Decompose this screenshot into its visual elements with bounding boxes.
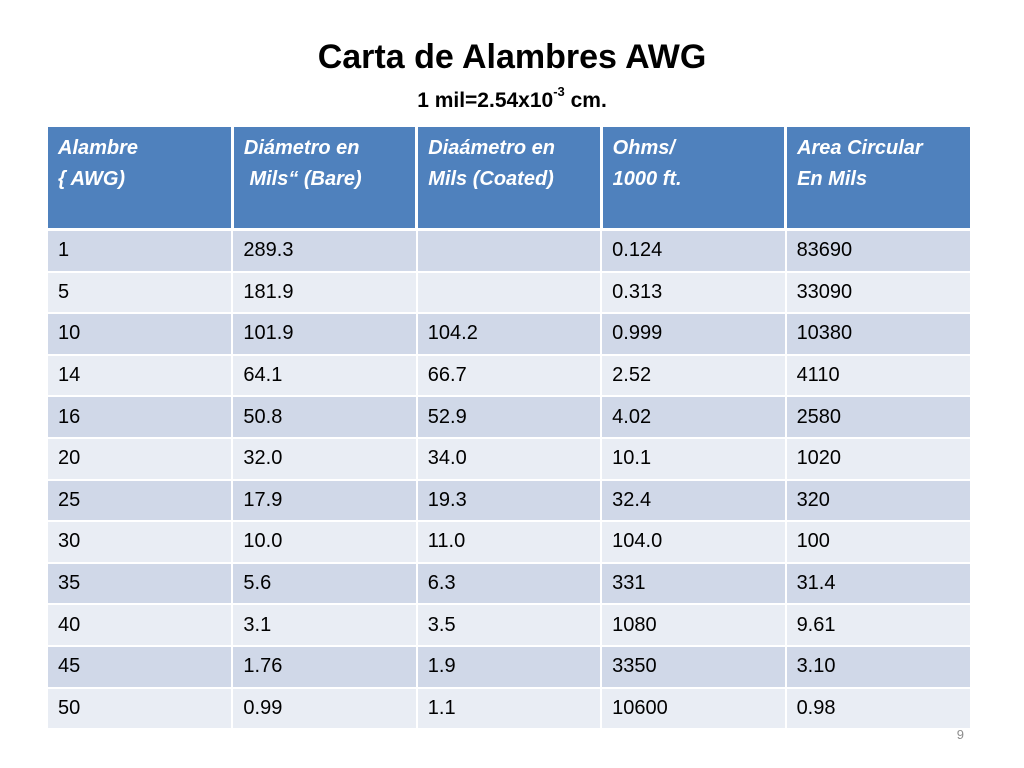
cell-awg: 20 <box>48 437 234 481</box>
cell-awg: 45 <box>48 645 234 689</box>
cell-area: 3.10 <box>785 645 970 689</box>
cell-diametro-bare: 5.6 <box>232 562 418 606</box>
cell-diametro-bare: 181.9 <box>232 271 418 315</box>
cell-diametro-bare: 289.3 <box>232 229 418 273</box>
header-area-circular: Area Circular En Mils <box>785 127 970 231</box>
cell-diametro-coated: 3.5 <box>416 604 603 647</box>
cell-diametro-coated: 34.0 <box>416 437 603 481</box>
cell-area: 83690 <box>785 229 970 273</box>
cell-ohms: 1080 <box>601 604 787 647</box>
cell-ohms: 0.999 <box>601 313 787 356</box>
table-row: 16 50.8 52.9 4.02 2580 <box>48 396 970 439</box>
header-diametro-coated: Diaámetro en Mils (Coated) <box>416 127 603 231</box>
cell-awg: 1 <box>48 229 234 273</box>
cell-diametro-bare: 32.0 <box>232 437 418 481</box>
cell-diametro-bare: 0.99 <box>232 687 418 731</box>
subtitle-prefix: 1 mil=2.54x10 <box>417 89 554 112</box>
cell-area: 1020 <box>785 437 970 481</box>
cell-ohms: 3350 <box>601 645 787 689</box>
cell-area: 4110 <box>785 354 970 398</box>
cell-diametro-bare: 3.1 <box>232 604 418 647</box>
table-row: 30 10.0 11.0 104.0 100 <box>48 521 970 564</box>
cell-ohms: 10.1 <box>601 437 787 481</box>
cell-diametro-coated: 1.9 <box>416 645 603 689</box>
cell-ohms: 0.313 <box>601 271 787 315</box>
cell-diametro-bare: 64.1 <box>232 354 418 398</box>
table-row: 5 181.9 0.313 33090 <box>48 271 970 315</box>
table-row: 10 101.9 104.2 0.999 10380 <box>48 313 970 356</box>
subtitle-suffix: cm. <box>564 89 607 112</box>
cell-area: 320 <box>785 479 970 523</box>
cell-ohms: 104.0 <box>601 521 787 564</box>
slide-subtitle: 1 mil=2.54x10-3 cm. <box>0 85 1024 113</box>
table-row: 35 5.6 6.3 331 31.4 <box>48 562 970 606</box>
table-body: 1 289.3 0.124 83690 5 181.9 0.313 33090 … <box>48 229 970 731</box>
cell-awg: 16 <box>48 396 234 439</box>
cell-ohms: 2.52 <box>601 354 787 398</box>
cell-diametro-coated: 19.3 <box>416 479 603 523</box>
cell-diametro-coated: 11.0 <box>416 521 603 564</box>
cell-diametro-coated: 6.3 <box>416 562 603 606</box>
cell-area: 2580 <box>785 396 970 439</box>
cell-diametro-bare: 1.76 <box>232 645 418 689</box>
cell-diametro-coated: 104.2 <box>416 313 603 356</box>
cell-ohms: 32.4 <box>601 479 787 523</box>
awg-table: Alambre { AWG) Diámetro en Mils“ (Bare) … <box>48 127 970 731</box>
cell-area: 10380 <box>785 313 970 356</box>
table-row: 45 1.76 1.9 3350 3.10 <box>48 645 970 689</box>
header-ohms: Ohms/ 1000 ft. <box>601 127 788 231</box>
table-row: 40 3.1 3.5 1080 9.61 <box>48 604 970 647</box>
cell-ohms: 331 <box>601 562 787 606</box>
cell-diametro-coated: 1.1 <box>416 687 603 731</box>
cell-diametro-coated <box>416 271 603 315</box>
cell-diametro-coated: 66.7 <box>416 354 603 398</box>
cell-ohms: 4.02 <box>601 396 787 439</box>
cell-area: 33090 <box>785 271 970 315</box>
cell-awg: 10 <box>48 313 234 356</box>
cell-diametro-bare: 10.0 <box>232 521 418 564</box>
table-row: 20 32.0 34.0 10.1 1020 <box>48 437 970 481</box>
cell-awg: 5 <box>48 271 234 315</box>
header-alambre: Alambre { AWG) <box>48 127 234 231</box>
cell-area: 0.98 <box>785 687 970 731</box>
cell-ohms: 10600 <box>601 687 787 731</box>
table-row: 25 17.9 19.3 32.4 320 <box>48 479 970 523</box>
cell-diametro-bare: 50.8 <box>232 396 418 439</box>
cell-ohms: 0.124 <box>601 229 787 273</box>
cell-area: 100 <box>785 521 970 564</box>
cell-awg: 30 <box>48 521 234 564</box>
cell-diametro-coated <box>416 229 603 273</box>
cell-awg: 14 <box>48 354 234 398</box>
slide-title: Carta de Alambres AWG <box>317 38 707 76</box>
table-row: 50 0.99 1.1 10600 0.98 <box>48 687 970 731</box>
cell-diametro-coated: 52.9 <box>416 396 603 439</box>
cell-area: 31.4 <box>785 562 970 606</box>
cell-awg: 35 <box>48 562 234 606</box>
header-diametro-bare: Diámetro en Mils“ (Bare) <box>232 127 419 231</box>
cell-diametro-bare: 101.9 <box>232 313 418 356</box>
cell-awg: 40 <box>48 604 234 647</box>
subtitle-exponent: -3 <box>553 84 565 99</box>
table-row: 1 289.3 0.124 83690 <box>48 229 970 273</box>
table-header-row: Alambre { AWG) Diámetro en Mils“ (Bare) … <box>48 127 970 231</box>
table-row: 14 64.1 66.7 2.52 4110 <box>48 354 970 398</box>
cell-area: 9.61 <box>785 604 970 647</box>
cell-awg: 25 <box>48 479 234 523</box>
page-number: 9 <box>956 727 964 742</box>
cell-diametro-bare: 17.9 <box>232 479 418 523</box>
cell-awg: 50 <box>48 687 234 731</box>
